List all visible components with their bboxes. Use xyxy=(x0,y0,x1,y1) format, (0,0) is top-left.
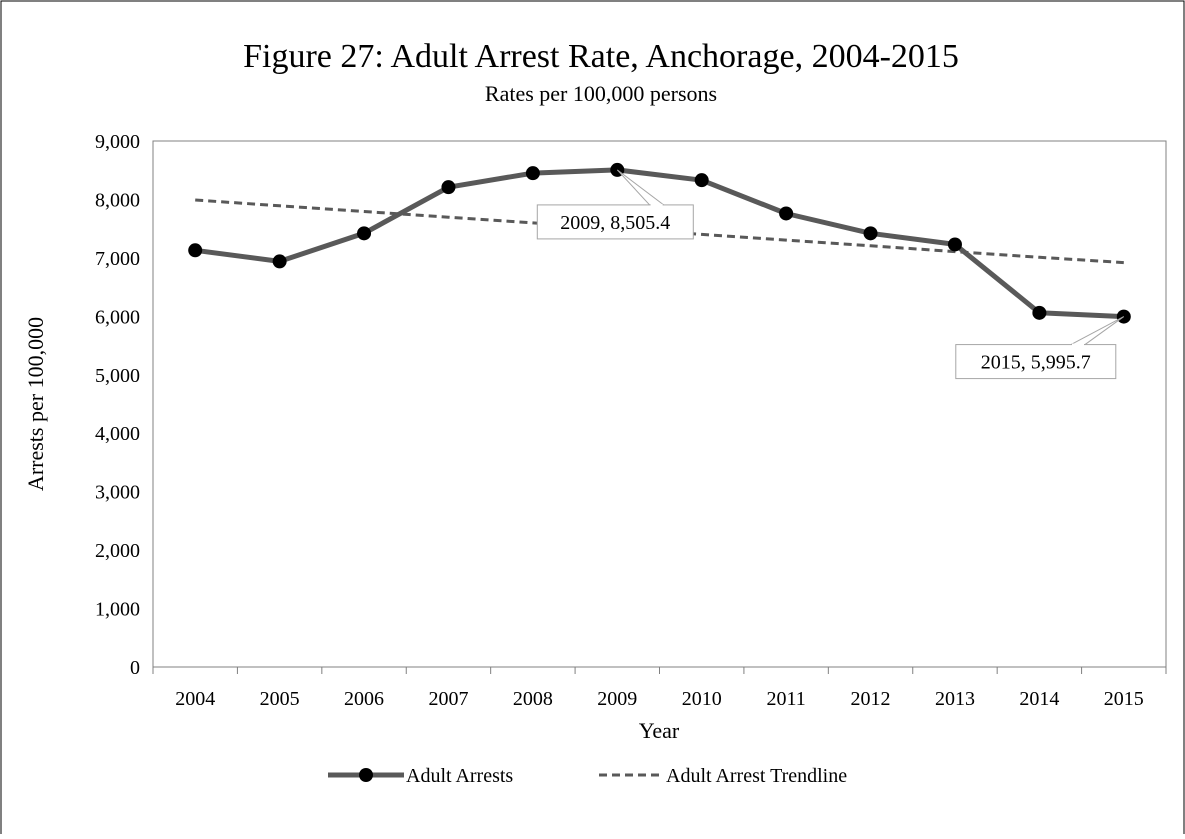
y-tick-label: 8,000 xyxy=(95,189,140,211)
x-tick-label: 2005 xyxy=(260,688,300,710)
x-tick-label: 2010 xyxy=(682,688,722,710)
annotation-layer: 2009, 8,505.4 2015, 5,995.7 xyxy=(536,169,1125,380)
x-tick-label: 2007 xyxy=(428,688,468,710)
y-tick-label: 7,000 xyxy=(95,248,140,270)
y-tick-label: 2,000 xyxy=(95,540,140,562)
chart-subtitle: Rates per 100,000 persons xyxy=(485,81,717,106)
data-point-2005 xyxy=(272,254,287,269)
callout-pointer xyxy=(1070,316,1125,346)
data-point-2014 xyxy=(1032,305,1047,320)
x-tick-label: 2012 xyxy=(851,688,891,710)
y-tick-label: 1,000 xyxy=(95,599,140,621)
x-tick-label: 2014 xyxy=(1019,688,1059,710)
legend-label-adult-arrests: Adult Arrests xyxy=(406,765,513,787)
x-tick-label: 2015 xyxy=(1104,688,1144,710)
y-tick-label: 9,000 xyxy=(95,131,140,153)
y-tick-label: 0 xyxy=(130,657,140,679)
x-tick-label: 2013 xyxy=(935,688,975,710)
data-point-2007 xyxy=(441,180,456,195)
legend: Adult Arrests Adult Arrest Trendline xyxy=(328,765,847,787)
data-point-2012 xyxy=(863,226,878,241)
x-tick-label: 2004 xyxy=(175,688,215,710)
y-tick-label: 3,000 xyxy=(95,482,140,504)
legend-label-trendline: Adult Arrest Trendline xyxy=(666,765,847,787)
data-point-2011 xyxy=(779,206,794,221)
x-axis-label: Year xyxy=(639,718,680,743)
series-line-adult-arrests xyxy=(192,167,1127,320)
y-tick-label: 6,000 xyxy=(95,306,140,328)
data-point-2004 xyxy=(188,243,203,258)
series-layer xyxy=(188,162,1131,324)
x-tick-label: 2006 xyxy=(344,688,384,710)
x-tick-label: 2011 xyxy=(766,688,805,710)
callout-label: 2015, 5,995.7 xyxy=(981,352,1091,374)
x-tick-label: 2008 xyxy=(513,688,553,710)
data-point-2013 xyxy=(947,237,962,252)
data-point-2008 xyxy=(525,166,540,181)
x-axis: 2004 2005 2006 2007 2008 2009 2010 2011 2012 2013… xyxy=(152,667,1167,710)
callout-box xyxy=(536,204,694,240)
legend-marker-adult-arrests xyxy=(359,768,373,782)
data-point-2006 xyxy=(357,226,372,241)
y-axis-label: Arrests per 100,000 xyxy=(23,317,48,491)
y-tick-label: 4,000 xyxy=(95,423,140,445)
y-tick-label: 5,000 xyxy=(95,365,140,387)
chart-title: Figure 27: Adult Arrest Rate, Anchorage,… xyxy=(243,38,959,75)
callout-box xyxy=(955,344,1117,380)
x-tick-label: 2009 xyxy=(597,688,637,710)
y-axis: 0 1,000 2,000 3,000 4,000 5,000 6,000 7,000 8,00… xyxy=(95,131,140,679)
callout-label: 2009, 8,505.4 xyxy=(560,212,670,234)
data-point-2010 xyxy=(694,173,709,188)
